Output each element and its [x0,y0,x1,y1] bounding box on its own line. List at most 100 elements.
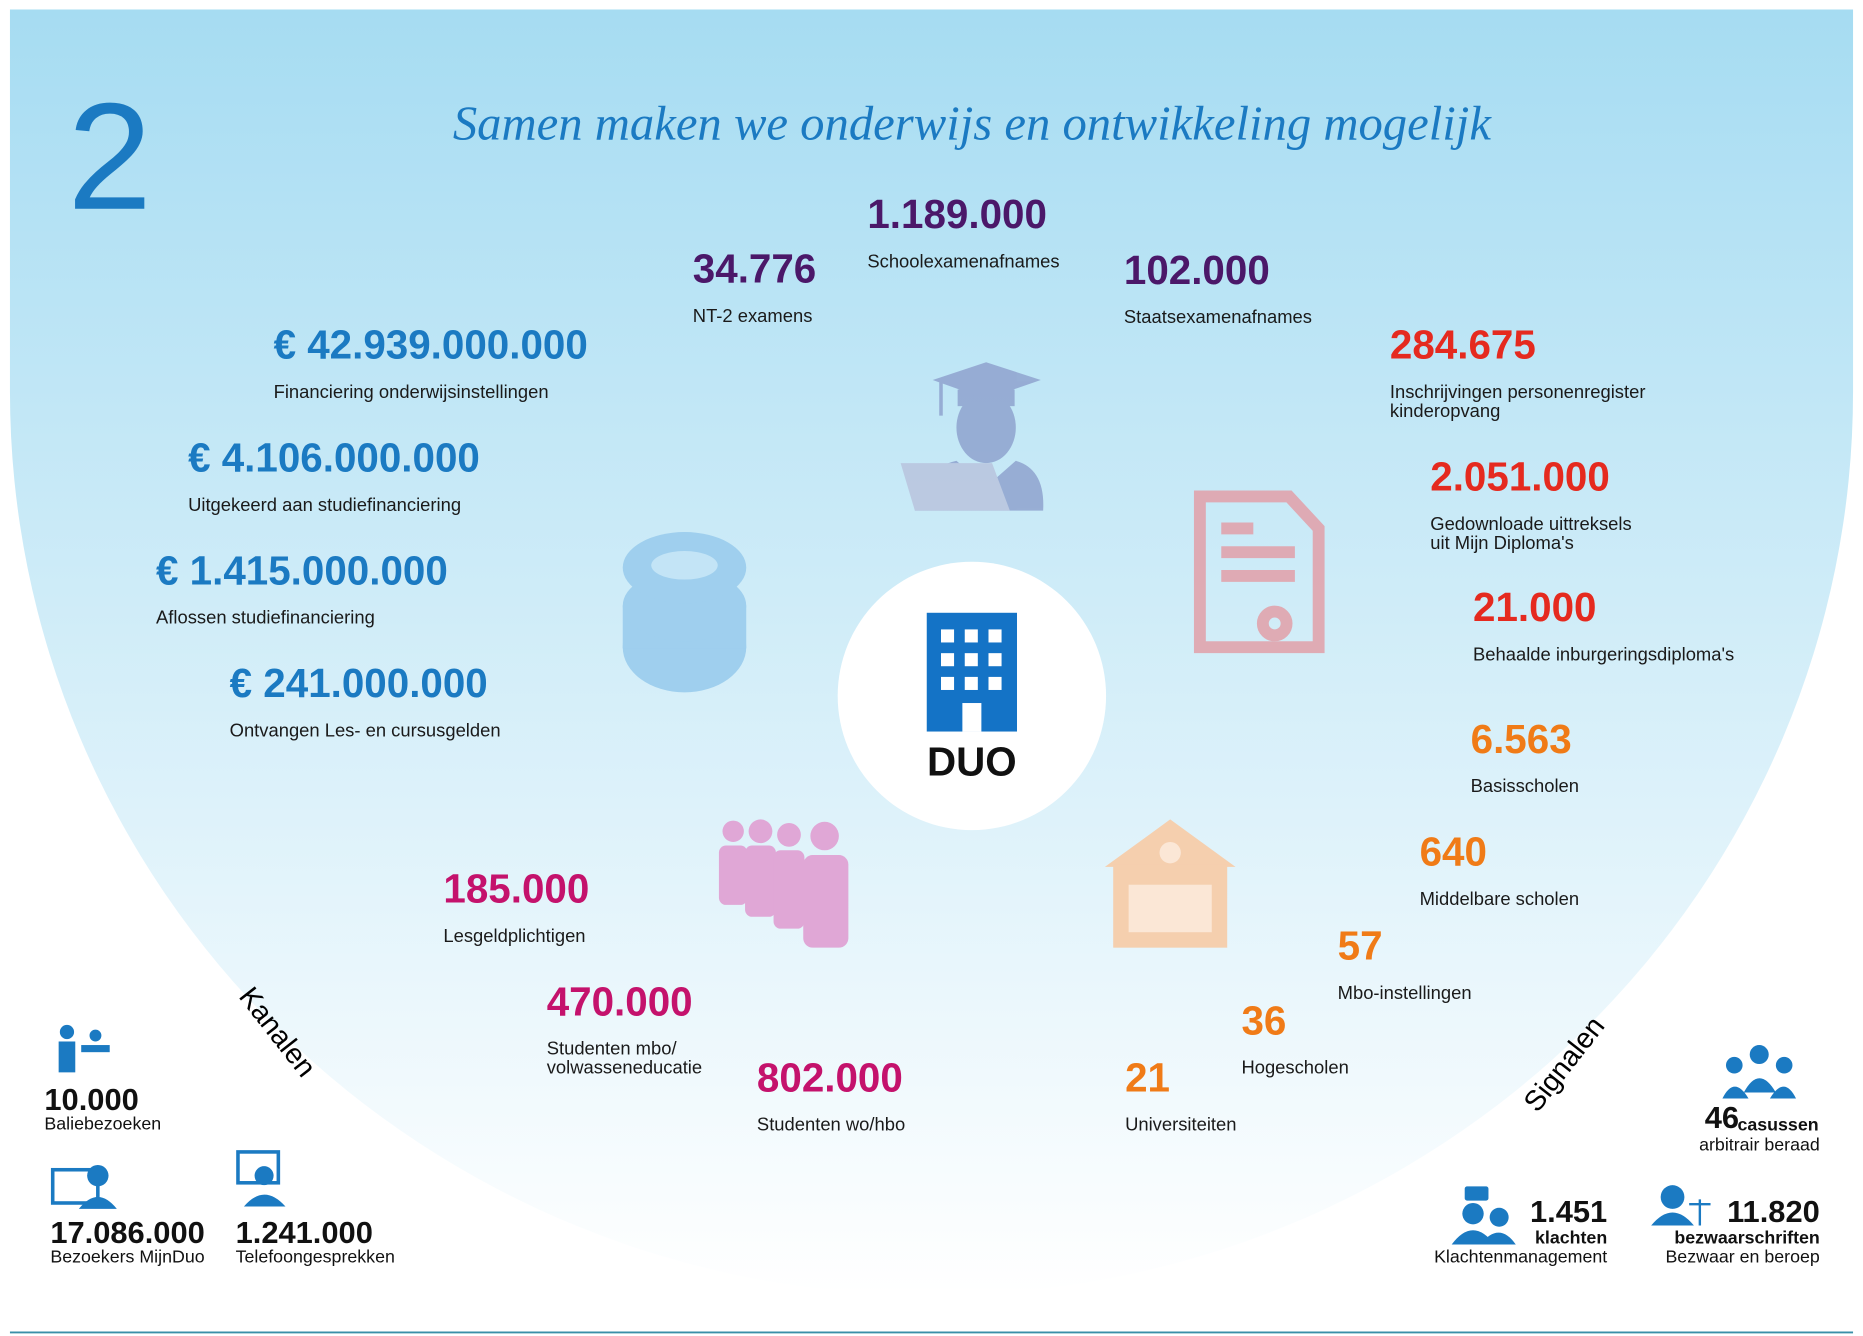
icon-part [1651,1212,1694,1226]
stat-label: Staatsexamenafnames [1124,306,1312,327]
icon-part [941,653,955,667]
icon-part [1660,1185,1685,1209]
icon-part [777,822,801,847]
stat-value: 6.563 [1471,716,1572,762]
icon-part [1128,884,1212,933]
signal-label: Klachtenmanagement [1434,1246,1607,1266]
signal-value: 46 [1705,1100,1739,1135]
icon-part [988,653,1002,667]
section-number: 2 [67,72,152,242]
icon-part [900,463,1010,511]
stat-label: Inschrijvingen personenregister [1390,381,1646,402]
stat-value: 21.000 [1473,584,1596,630]
stat-value: 284.675 [1390,322,1536,368]
stat-label: Studenten mbo/ [547,1038,678,1059]
stat-label: Ontvangen Les- en cursusgelden [230,719,501,740]
stat-value: 2.051.000 [1430,453,1610,499]
icon-part [1159,841,1181,864]
signal-label: Bezwaar en beroep [1665,1246,1819,1266]
icon-part [810,821,839,851]
stat-label: Lesgeldplichtigen [443,925,585,946]
stat-value: € 4.106.000.000 [188,434,480,480]
stat-label: Behaalde inburgeringsdiploma's [1473,643,1734,664]
people-icon [718,819,849,948]
icon-part [988,629,1002,643]
phone-icon [236,1150,286,1207]
stat-label: Hogescholen [1241,1057,1348,1078]
icon-part [1256,605,1293,642]
stat-value: 21 [1125,1054,1170,1100]
channel-value: 1.241.000 [236,1215,373,1250]
stat-label: uit Mijn Diploma's [1430,532,1574,553]
stat-value: 640 [1420,829,1487,875]
desk-icon [58,1024,110,1073]
stat-value: 470.000 [547,978,693,1024]
signal-unit: klachten [1535,1227,1607,1247]
icon-part [243,1194,286,1207]
channel-label: Telefoongesprekken [236,1246,395,1266]
icon-part [254,1166,274,1186]
stat-label: volwasseneducatie [547,1057,702,1078]
computer-icon [50,1164,117,1209]
signal-value: 1.451 [1530,1194,1607,1229]
icon-part [962,703,982,732]
stat-label: Studenten wo/hbo [757,1114,905,1135]
icon-part [941,629,955,643]
icon-part [932,362,1041,400]
stat-label: Aflossen studiefinanciering [156,607,375,628]
icon-part [1221,522,1295,582]
icon-part [941,629,1002,732]
signal-unit: bezwaarschriften [1674,1227,1819,1247]
signal-unit: casussen [1737,1115,1818,1135]
stat-value: € 42.939.000.000 [274,322,588,368]
stat-label: Universiteiten [1125,1114,1236,1135]
graduate-icon [900,362,1044,511]
icon-part [745,845,776,917]
stat-label: Basisscholen [1471,775,1579,796]
stat-value: € 1.415.000.000 [156,547,448,593]
icon-part [58,1041,76,1073]
stat-label: Gedownloade uittreksels [1430,513,1631,534]
coins-icon [622,532,747,693]
icon-part [1725,1056,1743,1074]
stat-label: Schoolexamenafnames [867,250,1059,271]
signal-value: 11.820 [1727,1194,1820,1229]
stat-value: 36 [1241,997,1286,1043]
icon-part [1480,1232,1516,1245]
objection-icon [1651,1185,1711,1226]
icon-part [651,551,718,580]
icon-part [59,1024,75,1040]
channel-label: Bezoekers MijnDuo [50,1246,204,1266]
stat-value: 802.000 [757,1054,903,1100]
icon-part [1193,490,1325,654]
school-icon [1104,819,1236,948]
icon-part [718,845,748,905]
stat-label: NT-2 examens [693,305,813,326]
center-badge: DUO [837,561,1107,831]
icon-part [78,1197,117,1209]
stat-value: 102.000 [1124,247,1270,293]
icon-part [1749,1045,1769,1065]
icon-part [803,855,849,948]
stat-label: Financiering onderwijsinstellingen [274,381,549,402]
channel-label: Baliebezoeken [44,1113,161,1133]
icon-part [1489,1207,1509,1227]
icon-part [1722,1078,1797,1099]
stat-label: Middelbare scholen [1420,888,1579,909]
icon-part [748,819,773,844]
stat-label: Mbo-instellingen [1338,982,1472,1003]
icon-part [722,820,744,842]
stat-value: 34.776 [693,246,816,292]
icon-part [956,391,1016,464]
icon-part [941,676,955,690]
icon-part [988,676,1002,690]
stat-label: kinderopvang [1390,400,1500,421]
stat-value: 57 [1338,923,1383,969]
stat-value: 1.189.000 [867,191,1047,237]
icon-part [50,1167,100,1205]
channel-value: 17.086.000 [50,1215,204,1250]
title: Samen maken we onderwijs en ontwikkeling… [453,96,1493,150]
icon-part [1689,1199,1711,1226]
icon-part [773,850,805,929]
